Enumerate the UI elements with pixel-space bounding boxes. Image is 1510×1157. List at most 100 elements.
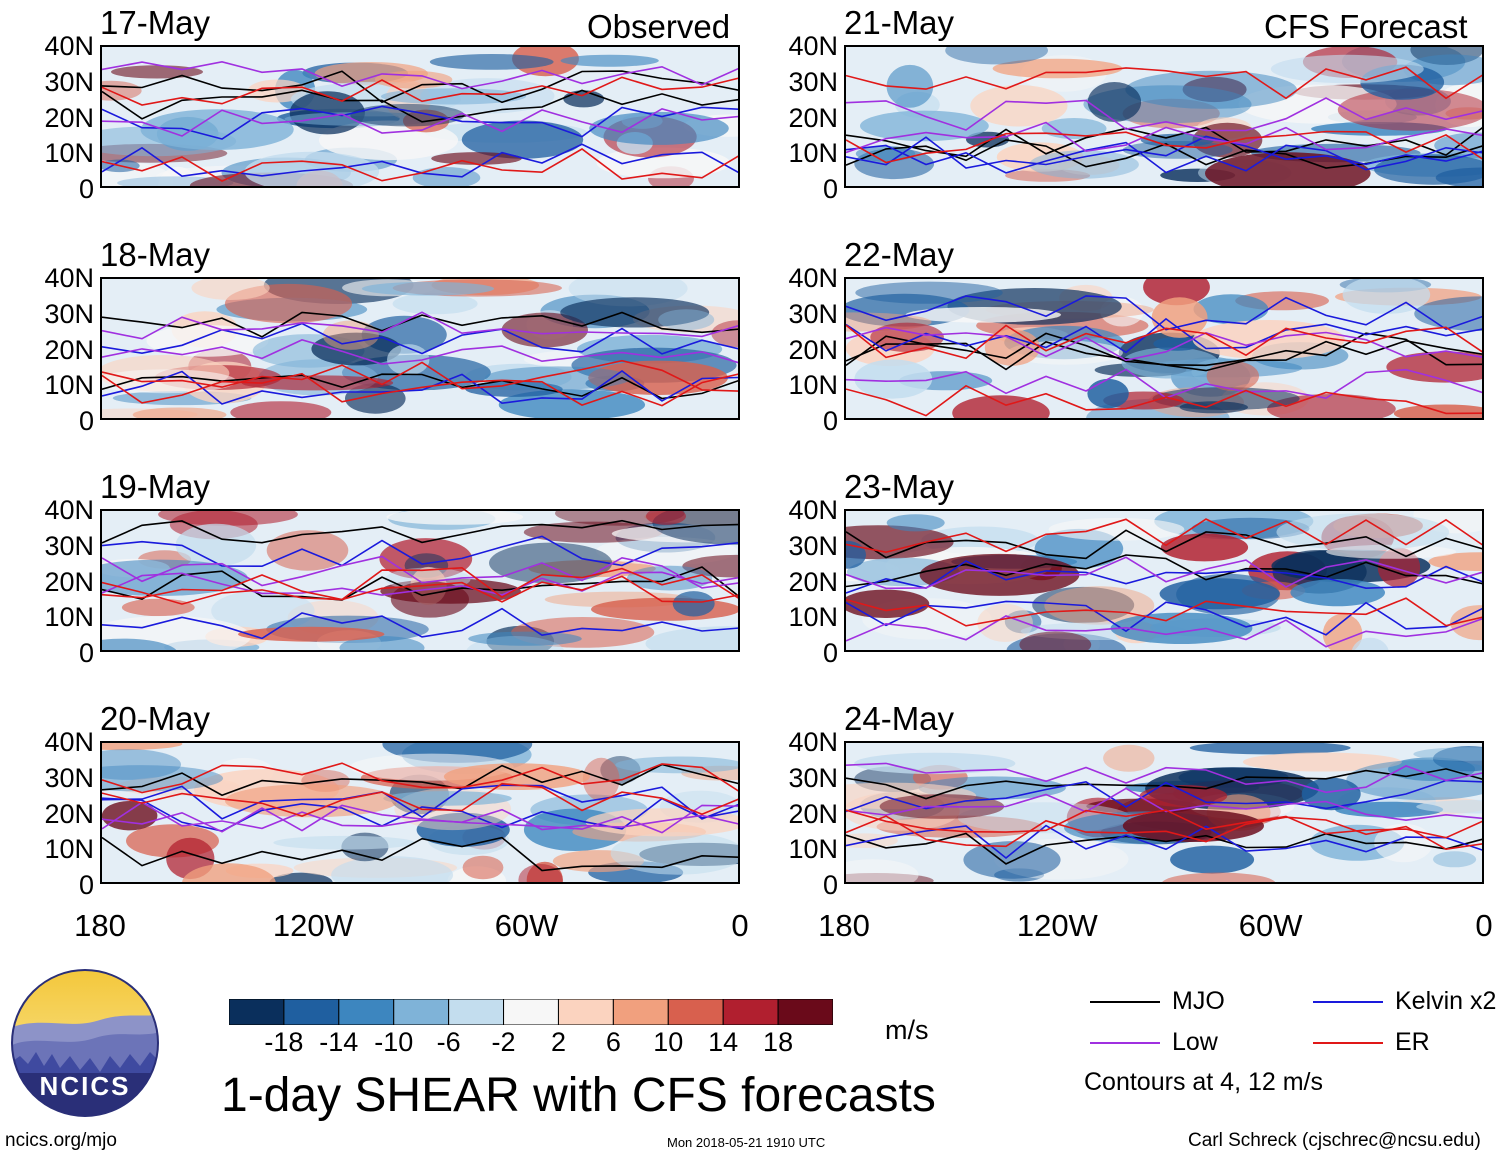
colorbar-tick-label: -10: [374, 1027, 414, 1057]
shear-blob: [182, 863, 276, 882]
contour-mjo: [102, 311, 738, 338]
panel-date-label: 20-May: [100, 700, 211, 737]
colorbar-tick-label: 10: [653, 1027, 684, 1057]
contour-er: [102, 782, 738, 817]
contour-kelvin: [102, 322, 738, 355]
colorbar-tick-label: -6: [436, 1027, 461, 1057]
shear-blob: [1205, 152, 1371, 186]
panel-date-label: 19-May: [100, 468, 211, 505]
shear-blob: [230, 401, 332, 418]
shear-blob: [392, 293, 478, 315]
latitude-tick-label: 0: [822, 638, 838, 668]
contour-kelvin: [102, 797, 738, 832]
longitude-tick-label: 120W: [272, 908, 354, 943]
shear-map-panel: [844, 741, 1484, 884]
longitude-tick-label: 180: [74, 908, 126, 943]
shear-blob: [1193, 294, 1269, 325]
shear-blob: [860, 110, 989, 142]
colorbar-swatch: [503, 999, 559, 1025]
latitude-tick-label: 30N: [44, 66, 94, 97]
colorbar-swatch: [229, 999, 285, 1025]
shear-blob: [905, 307, 1061, 323]
shear-blob: [560, 54, 659, 67]
colorbar-tick-label: 14: [708, 1027, 739, 1057]
shear-blob: [1143, 279, 1210, 306]
contour-kelvin: [846, 824, 1482, 860]
shear-map-panel: [844, 509, 1484, 652]
contour-low: [102, 571, 738, 596]
shear-field: [102, 743, 738, 882]
colorbar-swatch: [777, 999, 833, 1025]
colorbar-swatch: [393, 999, 450, 1025]
colorbar-swatch: [612, 999, 669, 1025]
shear-blob: [1351, 637, 1389, 650]
contour-mjo: [846, 832, 1482, 865]
legend-line-low: [1090, 1042, 1160, 1044]
colorbar-tick-label: 18: [763, 1027, 794, 1057]
shear-blob: [1019, 631, 1092, 650]
contour-er: [102, 359, 738, 392]
latitude-tick-label: 0: [78, 638, 94, 668]
latitude-tick-label: 20N: [788, 798, 838, 829]
shear-map-panel: [844, 277, 1484, 420]
shear-blob: [1413, 747, 1482, 761]
shear-blob: [846, 859, 919, 882]
latitude-tick-label: 20N: [44, 798, 94, 829]
latitude-tick-label: 20N: [788, 566, 838, 597]
contour-low: [846, 615, 1482, 648]
shear-blob: [1121, 347, 1219, 379]
shear-blob: [1044, 586, 1155, 625]
shear-blob: [1125, 70, 1298, 109]
latitude-tick-label: 20N: [788, 334, 838, 365]
contour-mjo: [846, 554, 1482, 588]
latitude-tick-label: 40N: [788, 31, 838, 61]
colorbar-swatch: [667, 999, 724, 1025]
shear-blob: [854, 752, 1016, 775]
shear-blob: [157, 166, 199, 186]
shear-blob: [646, 511, 686, 525]
latitude-tick-label: 10N: [788, 138, 838, 169]
ncics-logo: NCICS: [10, 968, 160, 1118]
shear-blob: [484, 366, 632, 390]
contour-er: [846, 324, 1482, 360]
panel-date-label: 17-May: [100, 4, 211, 41]
shear-map-panel: [844, 45, 1484, 188]
shear-blob: [1416, 799, 1482, 814]
latitude-tick-label: 20N: [44, 566, 94, 597]
legend-label: ER: [1395, 1028, 1430, 1056]
longitude-tick-label: 120W: [1016, 908, 1098, 943]
contour-kelvin: [102, 535, 738, 568]
shear-field: [846, 511, 1482, 650]
latitude-tick-label: 30N: [788, 298, 838, 329]
footer-url[interactable]: ncics.org/mjo: [5, 1130, 117, 1151]
colorbar-tick-label: 6: [605, 1027, 621, 1057]
contour-low: [102, 311, 738, 340]
contour-mjo: [102, 566, 738, 601]
latitude-tick-label: 40N: [44, 263, 94, 293]
colorbar-swatch: [722, 999, 779, 1025]
colorbar-swatch: [557, 999, 614, 1025]
shear-blob: [102, 638, 177, 650]
contour-low: [102, 339, 738, 365]
latitude-tick-label: 0: [78, 870, 94, 900]
contour-kelvin: [102, 105, 738, 140]
colorbar-tick-label: -2: [491, 1027, 516, 1057]
shear-blob: [322, 320, 379, 350]
contour-mjo: [846, 768, 1482, 800]
shear-map-panel: [100, 277, 740, 420]
contour-kelvin: [102, 607, 738, 640]
latitude-tick-label: 40N: [788, 263, 838, 293]
shear-blob: [1428, 552, 1482, 571]
contour-mjo: [102, 89, 738, 123]
contour-mjo: [102, 763, 738, 797]
observed-label: Observed: [587, 8, 731, 45]
shear-blob: [311, 332, 402, 366]
shear-blob: [589, 111, 729, 145]
panel-date-label: 18-May: [100, 236, 211, 273]
shear-blob: [1162, 872, 1276, 882]
latitude-tick-label: 40N: [44, 727, 94, 757]
shear-map-panel: [100, 45, 740, 188]
shear-blob: [1435, 167, 1482, 186]
contour-low: [846, 762, 1482, 794]
colorbar-tick-label: 2: [550, 1027, 566, 1057]
